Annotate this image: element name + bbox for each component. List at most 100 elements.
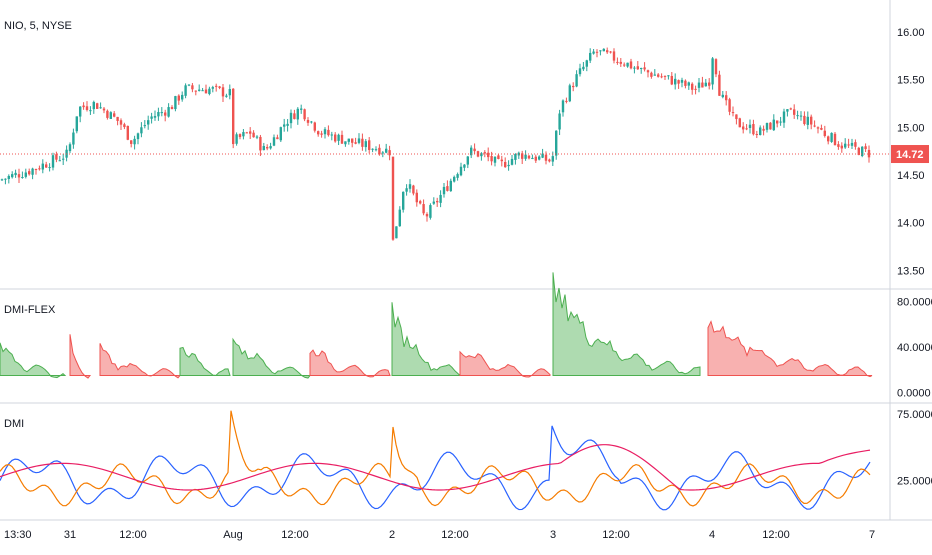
candle-body xyxy=(687,82,690,86)
candle-body xyxy=(289,112,293,124)
candle-body xyxy=(89,110,92,112)
candle-body xyxy=(208,88,211,95)
price-tick-label: 16.00 xyxy=(897,27,925,39)
candle-body xyxy=(691,83,694,90)
time-tick-label: 13:30 xyxy=(4,529,32,541)
candle-body xyxy=(446,186,449,191)
candle-body xyxy=(201,90,204,92)
candle-body xyxy=(833,133,837,146)
candle-body xyxy=(470,147,473,156)
candle-body xyxy=(218,86,221,88)
candle-body xyxy=(847,144,850,146)
candle-body xyxy=(728,99,731,112)
candle-body xyxy=(269,146,272,149)
candle-body xyxy=(327,129,330,136)
flex-area xyxy=(0,342,67,379)
flex-area xyxy=(69,334,92,379)
candle-body xyxy=(555,130,558,156)
flex-tick-label: 80.0000 xyxy=(897,297,932,309)
candle-body xyxy=(344,141,347,145)
candle-body xyxy=(453,176,456,182)
time-tick-label: Aug xyxy=(223,529,243,541)
candle-body xyxy=(245,132,248,134)
candle-body xyxy=(731,112,735,114)
candle-body xyxy=(657,74,660,77)
price-tick-label: 15.00 xyxy=(897,122,925,134)
time-tick-label: 7 xyxy=(869,529,875,541)
candle-body xyxy=(820,127,823,130)
candle-body xyxy=(99,107,102,109)
candle-body xyxy=(663,75,667,77)
candle-body xyxy=(701,82,704,88)
candle-body xyxy=(143,125,146,127)
candle-body xyxy=(538,156,541,160)
candle-body xyxy=(28,171,31,175)
candle-body xyxy=(748,124,752,128)
candle-body xyxy=(106,110,109,118)
candle-body xyxy=(653,74,656,76)
candle-body xyxy=(490,156,493,162)
candle-body xyxy=(466,156,469,165)
candle-body xyxy=(619,61,622,64)
candle-body xyxy=(473,148,476,152)
candle-body xyxy=(599,50,602,52)
candle-body xyxy=(674,78,677,85)
candle-body xyxy=(225,95,228,97)
candle-body xyxy=(592,51,595,54)
candle-body xyxy=(75,116,78,132)
candle-body xyxy=(745,128,748,130)
candle-body xyxy=(7,175,10,179)
time-tick-label: 3 xyxy=(550,529,556,541)
candle-body xyxy=(633,67,636,69)
candle-body xyxy=(96,103,99,109)
candle-body xyxy=(449,180,452,192)
candle-body xyxy=(34,169,38,171)
flex-area xyxy=(459,350,551,378)
candle-body xyxy=(242,132,245,137)
candle-body xyxy=(558,113,561,130)
candle-body xyxy=(840,145,843,149)
candle-body xyxy=(704,82,707,87)
candle-body xyxy=(354,142,357,144)
candle-body xyxy=(806,116,809,125)
candle-body xyxy=(531,157,534,160)
candle-body xyxy=(391,156,395,240)
candle-body xyxy=(317,131,320,135)
candle-body xyxy=(357,138,361,143)
candle-body xyxy=(432,201,435,204)
candle-body xyxy=(697,82,701,88)
time-tick-label: 12:00 xyxy=(281,529,309,541)
candle-body xyxy=(334,134,337,142)
candle-body xyxy=(561,100,565,113)
dmi-title: DMI xyxy=(4,418,25,430)
candle-body xyxy=(640,68,643,70)
candle-body xyxy=(575,74,578,87)
candle-body xyxy=(582,66,585,70)
candle-body xyxy=(4,178,7,180)
candle-body xyxy=(85,106,89,110)
candle-body xyxy=(626,62,629,67)
candle-body xyxy=(232,88,235,145)
candle-body xyxy=(830,132,833,142)
dmi-tick-label: 75.0000 xyxy=(897,409,932,421)
flex-area xyxy=(391,302,462,377)
candle-body xyxy=(72,132,75,145)
adx-line xyxy=(0,444,871,491)
last-price-label: 14.72 xyxy=(896,149,924,161)
candle-body xyxy=(113,113,116,117)
candle-body xyxy=(123,124,126,128)
candle-body xyxy=(650,72,653,77)
candle-body xyxy=(772,119,775,131)
candle-body xyxy=(17,174,21,178)
candle-body xyxy=(255,136,259,138)
candle-body xyxy=(827,136,830,142)
candle-body xyxy=(187,84,191,86)
candle-body xyxy=(810,116,813,125)
candle-body xyxy=(714,59,718,75)
candle-body xyxy=(589,52,592,61)
flex-area xyxy=(707,320,873,378)
candle-body xyxy=(68,144,72,152)
candle-body xyxy=(769,122,772,130)
dmi-flex-title: DMI-FLEX xyxy=(4,304,56,316)
